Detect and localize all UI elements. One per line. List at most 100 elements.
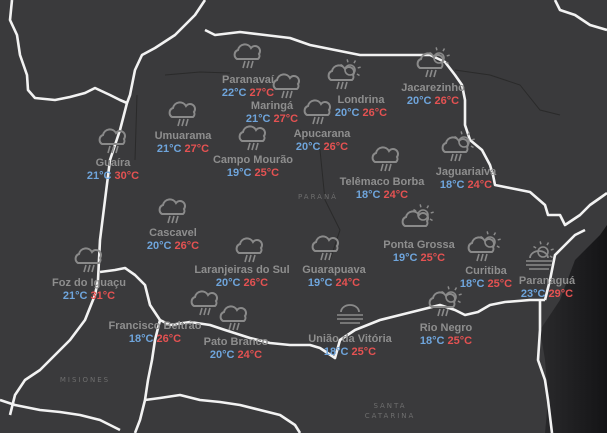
max-temp: 24°C <box>237 349 263 361</box>
city-marker[interactable]: Apucarana 20°C 26°C <box>294 128 351 154</box>
max-temp: 29°C <box>548 288 574 300</box>
max-temp: 27°C <box>184 143 210 155</box>
max-temp: 25°C <box>487 278 513 290</box>
min-temp: 20°C <box>146 240 172 252</box>
min-temp: 19°C <box>307 277 333 289</box>
city-temps: 20°C 26°C <box>147 240 199 253</box>
city-temps: 21°C 30°C <box>87 170 139 183</box>
city-temps: 21°C 27°C <box>155 143 212 156</box>
max-temp: 31°C <box>90 290 116 302</box>
city-name: Paranaguá <box>518 275 576 287</box>
rain-sun-icon <box>327 59 361 90</box>
rain-icon <box>190 290 218 316</box>
city-name: Campo Mourão <box>212 154 294 166</box>
min-temp: 23°C <box>520 288 546 300</box>
city-marker[interactable]: Curitiba 18°C 25°C <box>460 265 512 291</box>
city-marker[interactable]: Foz do Iguaçu 21°C 31°C <box>52 277 126 303</box>
city-name: Jacarezinho <box>401 82 465 94</box>
min-temp: 20°C <box>295 141 321 153</box>
min-temp: 18°C <box>459 278 485 290</box>
max-temp: 26°C <box>323 141 349 153</box>
city-name: Jaguariaíva <box>435 166 497 178</box>
rain-sun-icon <box>467 231 501 262</box>
max-temp: 26°C <box>174 240 200 252</box>
min-temp: 21°C <box>86 170 112 182</box>
max-temp: 26°C <box>362 107 388 119</box>
city-marker[interactable]: Laranjeiras do Sul 20°C 26°C <box>194 264 289 290</box>
city-name: Paranavaí <box>222 74 274 86</box>
city-name: Curitiba <box>465 265 507 277</box>
city-marker[interactable]: Umuarama 21°C 27°C <box>155 130 212 156</box>
city-temps: 21°C 27°C <box>246 113 298 126</box>
min-temp: 20°C <box>215 277 241 289</box>
max-temp: 25°C <box>254 167 280 179</box>
rain-icon <box>98 128 126 154</box>
city-marker[interactable]: Jacarezinho 20°C 26°C <box>401 82 465 108</box>
min-temp: 21°C <box>62 290 88 302</box>
city-marker[interactable]: Rio Negro 18°C 25°C <box>420 322 473 348</box>
max-temp: 27°C <box>273 113 299 125</box>
city-marker[interactable]: Pato Branco 20°C 24°C <box>204 336 269 362</box>
city-marker[interactable]: Paranavaí 22°C 27°C <box>222 74 274 100</box>
rain-icon <box>371 146 399 172</box>
city-marker[interactable]: Francisco Beltrão 18°C 26°C <box>109 320 202 346</box>
city-marker[interactable]: Ponta Grossa 19°C 25°C <box>383 239 455 265</box>
rain-icon <box>219 305 247 331</box>
city-marker[interactable]: Guaíra 21°C 30°C <box>87 157 139 183</box>
city-name: Francisco Beltrão <box>108 320 202 332</box>
region-label-santa-catarina: SANTA CATARINA <box>364 402 416 420</box>
min-temp: 18°C <box>323 346 349 358</box>
city-temps: 19°C 25°C <box>213 167 293 180</box>
max-temp: 25°C <box>420 252 446 264</box>
min-temp: 18°C <box>128 333 154 345</box>
city-marker[interactable]: Cascavel 20°C 26°C <box>147 227 199 253</box>
city-marker[interactable]: Paranaguá 23°C 29°C <box>519 275 575 301</box>
max-temp: 24°C <box>383 189 409 201</box>
city-marker[interactable]: União da Vitória 18°C 25°C <box>308 333 392 359</box>
city-name: Ponta Grossa <box>383 239 455 251</box>
rain-sun-icon <box>416 47 450 78</box>
rain-icon <box>311 235 339 261</box>
min-temp: 19°C <box>392 252 418 264</box>
city-name: Guarapuava <box>302 264 366 276</box>
city-marker[interactable]: Londrina 20°C 26°C <box>335 94 387 120</box>
fog-icon <box>337 304 363 324</box>
city-name: Guaíra <box>95 157 131 169</box>
city-name: Apucarana <box>293 128 351 140</box>
rain-icon <box>233 43 261 69</box>
city-marker[interactable]: Maringá 21°C 27°C <box>246 100 298 126</box>
city-temps: 18°C 24°C <box>340 189 425 202</box>
city-temps: 20°C 24°C <box>204 349 269 362</box>
city-temps: 18°C 26°C <box>109 333 202 346</box>
city-temps: 18°C 25°C <box>308 346 392 359</box>
weather-icons <box>74 43 554 331</box>
min-temp: 20°C <box>209 349 235 361</box>
fog-sun-icon <box>526 241 554 270</box>
city-marker[interactable]: Campo Mourão 19°C 25°C <box>213 154 293 180</box>
city-name: Londrina <box>337 94 385 106</box>
city-name: Pato Branco <box>203 336 269 348</box>
city-temps: 20°C 26°C <box>194 277 289 290</box>
rain-icon <box>158 198 186 224</box>
rain-sun-icon <box>428 286 462 317</box>
city-name: Rio Negro <box>419 322 473 334</box>
min-temp: 21°C <box>245 113 271 125</box>
rain-icon <box>303 99 331 125</box>
city-marker[interactable]: Guarapuava 19°C 24°C <box>302 264 366 290</box>
city-marker[interactable]: Telêmaco Borba 18°C 24°C <box>340 176 425 202</box>
city-name: Cascavel <box>149 227 197 239</box>
min-temp: 18°C <box>355 189 381 201</box>
min-temp: 22°C <box>221 87 247 99</box>
city-temps: 20°C 26°C <box>335 107 387 120</box>
max-temp: 25°C <box>351 346 377 358</box>
max-temp: 30°C <box>114 170 140 182</box>
city-temps: 18°C 25°C <box>460 278 512 291</box>
city-temps: 21°C 31°C <box>52 290 126 303</box>
min-temp: 21°C <box>156 143 182 155</box>
city-temps: 20°C 26°C <box>294 141 351 154</box>
region-label-parana: PARANÁ <box>298 193 338 201</box>
city-marker[interactable]: Jaguariaíva 18°C 24°C <box>436 166 497 192</box>
max-temp: 24°C <box>335 277 361 289</box>
